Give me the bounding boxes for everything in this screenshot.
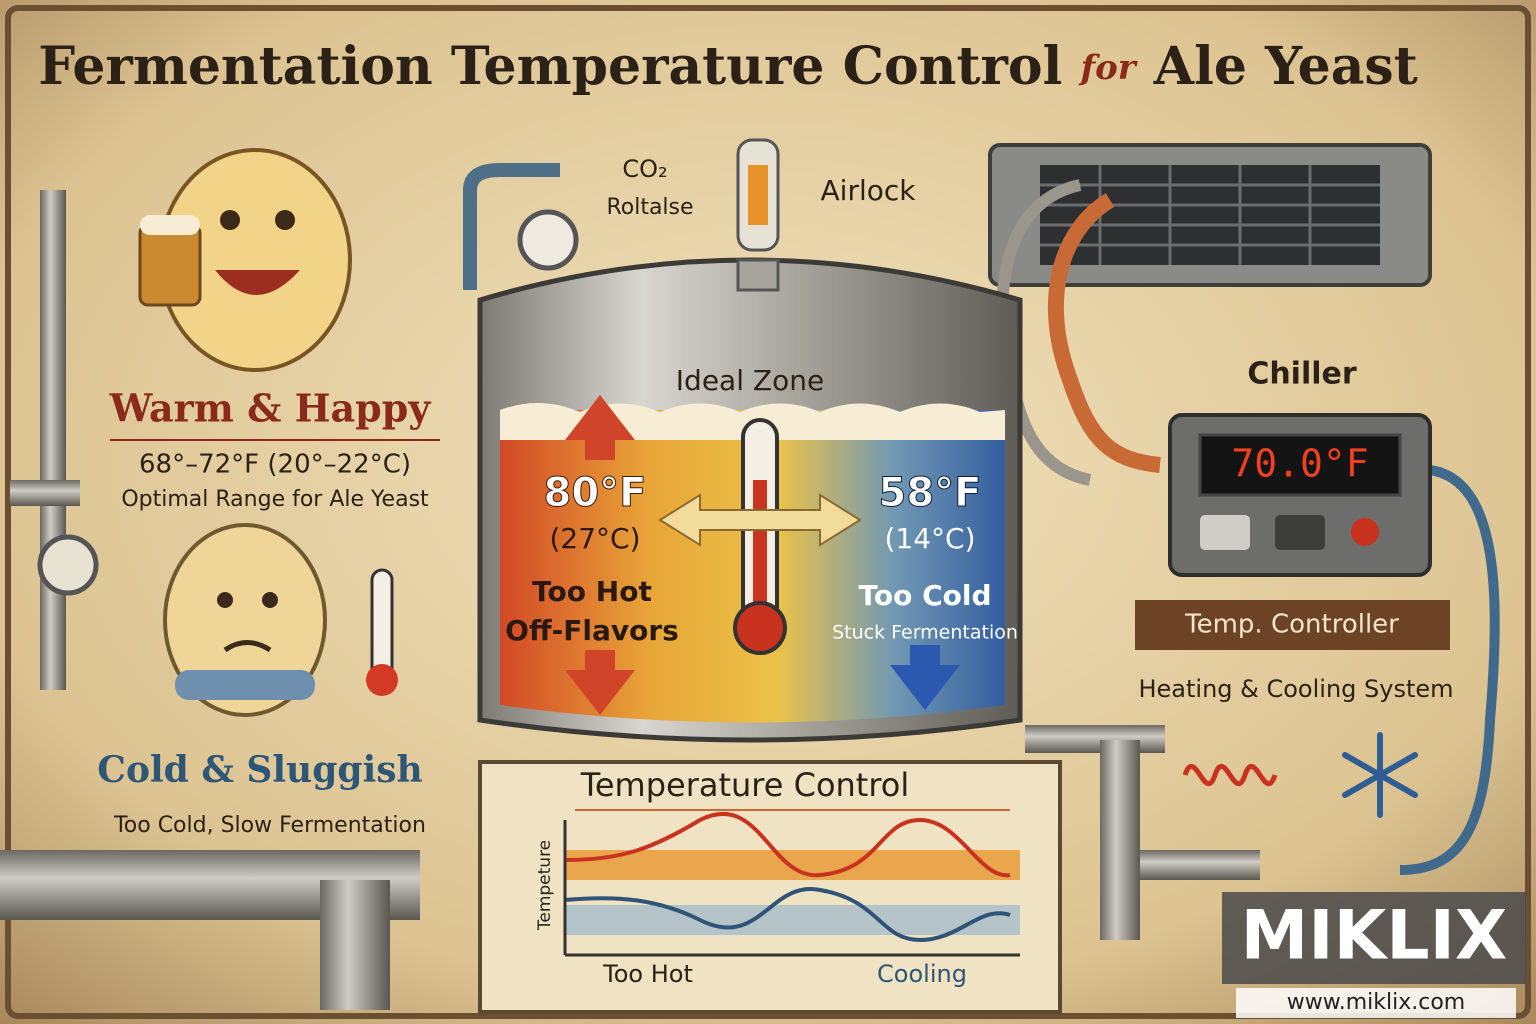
cold-temp-c: (14°C) [884,522,975,555]
controller-display: 70.0°F [1231,442,1368,486]
panel-x-left: Too Hot [602,960,693,988]
cold-temp-f: 58°F [879,470,982,516]
chiller-unit [988,143,1500,875]
temp-controller [1135,413,1450,818]
warm-note: Optimal Range for Ale Yeast [121,487,429,512]
release-label: Roltalse [606,195,693,220]
cold-effect: Stuck Fermentation [832,622,1018,644]
watermark-url: www.miklix.com [1287,990,1465,1015]
hot-temp-c: (27°C) [549,522,640,555]
controller-title: Temp. Controller [1184,610,1399,640]
title-end: Ale Yeast [1153,36,1418,97]
pipes [0,190,1260,1010]
airlock-label: Airlock [821,174,917,207]
cold-note: Too Cold, Slow Fermentation [113,813,426,838]
panel-x-right: Cooling [877,960,967,988]
temperature-panel [478,760,1062,1014]
watermark: MIKLIX www.miklix.com [1222,892,1526,1018]
title: Fermentation Temperature Control for Ale… [38,36,1417,97]
cold-label: Too Cold [858,579,991,612]
panel-title: Temperature Control [580,766,910,804]
watermark-brand: MIKLIX [1241,897,1508,976]
hot-effect: Off-Flavors [505,614,679,647]
cold-mascot [163,523,398,717]
arrows [565,395,960,715]
ideal-zone-label: Ideal Zone [676,364,824,397]
warm-mascot [138,148,352,372]
title-for: for [1078,48,1137,88]
system-label: Heating & Cooling System [1138,675,1453,703]
warm-range: 68°–72°F (20°–22°C) [139,450,411,480]
warm-title: Warm & Happy [109,386,432,431]
chiller-label: Chiller [1247,357,1357,392]
panel-y-label: Tempeture [535,840,555,931]
hot-temp-f: 80°F [544,470,647,516]
co2-label: CO₂ [622,155,667,183]
hot-label: Too Hot [532,575,652,608]
title-main: Fermentation Temperature Control [38,36,1062,97]
thermometer [733,418,787,655]
cold-title: Cold & Sluggish [97,749,422,791]
